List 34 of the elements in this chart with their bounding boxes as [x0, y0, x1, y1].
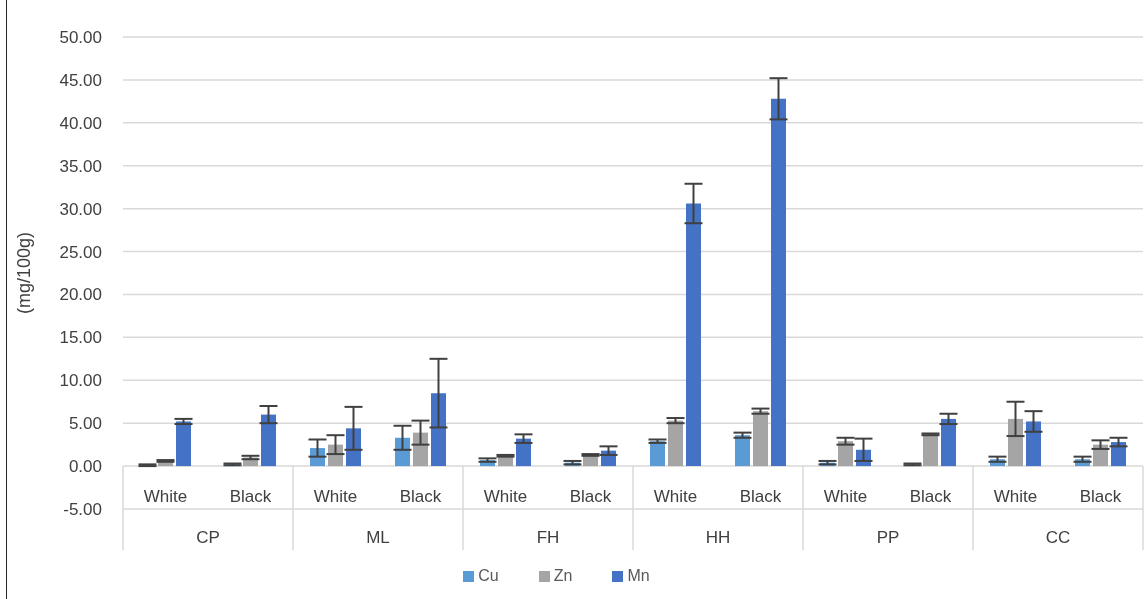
y-tick-label: 20.00 [59, 285, 102, 305]
text: PP [876, 527, 900, 547]
text: ML [366, 527, 390, 547]
x-tick-label: Black [399, 486, 442, 506]
x-tick-label: Black [1079, 486, 1122, 506]
x-tick-label: White [823, 486, 868, 506]
text: FH [536, 527, 560, 547]
legend-label: Zn [553, 567, 573, 584]
y-tick-label: 10.00 [59, 371, 102, 391]
y-tick-label: 45.00 [59, 70, 102, 90]
y-tick-label: 15.00 [59, 328, 102, 348]
legend-label: Cu [478, 567, 499, 584]
x-tick-label: White [313, 486, 358, 506]
x-tick-label: Black [229, 486, 272, 506]
y-axis-title: (mg/100g) [14, 231, 35, 315]
y-tick-label: -5.00 [63, 500, 102, 520]
y-tick-label: 40.00 [59, 113, 102, 133]
x-tick-label: White [483, 486, 528, 506]
x-tick-label: Black [909, 486, 952, 506]
y-tick-label: 30.00 [59, 199, 102, 219]
x-tick-label: White [143, 486, 188, 506]
y-tick-label: 5.00 [68, 414, 102, 434]
text: CC [1045, 527, 1071, 547]
y-tick-label: 50.00 [59, 28, 102, 48]
x-tick-label: Black [569, 486, 612, 506]
x-tick-label: Black [739, 486, 782, 506]
y-tick-label: 35.00 [59, 156, 102, 176]
x-tick-label: White [993, 486, 1038, 506]
text: CP [196, 527, 220, 547]
x-tick-label: White [653, 486, 698, 506]
text: HH [705, 527, 731, 547]
y-tick-label: 25.00 [59, 242, 102, 262]
y-tick-label: 0.00 [68, 457, 102, 477]
legend-label: Mn [627, 567, 650, 584]
